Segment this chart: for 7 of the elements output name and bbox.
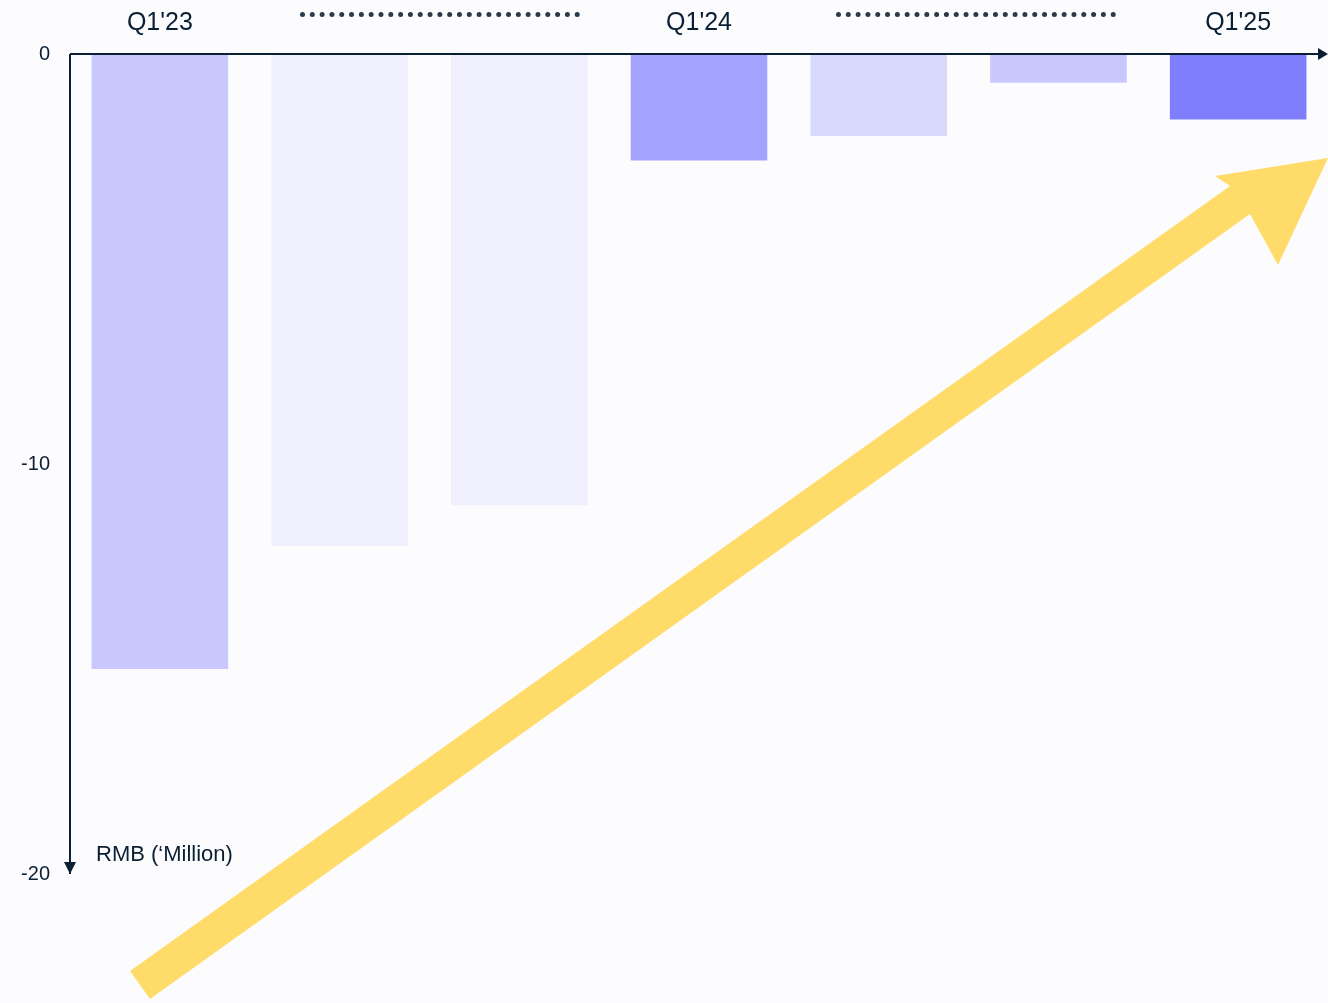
x-tick-label: Q1'25 [1205,6,1272,35]
y-tick-label: -20 [21,861,50,884]
x-tick-label: Q1'23 [126,6,193,35]
x-tick-label: Q1'24 [666,6,733,35]
y-axis-title: RMB (‘Million) [96,841,233,867]
y-tick-label: 0 [38,41,50,64]
y-tick-label: -10 [21,451,50,474]
